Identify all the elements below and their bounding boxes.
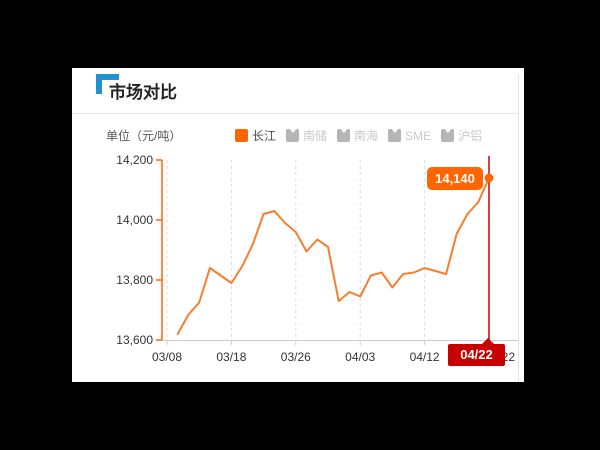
- price-line-chart: 14,200 14,000 13,800 13,600 03/08 03/18 03/26 0…: [116, 153, 518, 364]
- legend-disabled-swatch-icon: [441, 128, 455, 142]
- legend-disabled-swatch-icon: [286, 128, 300, 142]
- panel-title: 市场对比: [109, 83, 177, 102]
- legend-disabled-swatch-icon: [337, 128, 351, 142]
- x-tick-label: 03/08: [152, 350, 182, 364]
- market-compare-panel: 市场对比 单位（元/吨） 长江 南储 南海 SME 沪铝 14,200 14,000 13,…: [72, 68, 524, 382]
- title-corner-bracket-icon: [96, 74, 119, 94]
- legend-item-hulv[interactable]: 沪铝: [441, 127, 482, 144]
- price-line-series: [176, 177, 490, 335]
- y-tick-label: 13,800: [116, 273, 153, 287]
- x-tick-label: 04/03: [345, 350, 375, 364]
- x-tick-label: 04/12: [410, 350, 440, 364]
- legend-label: 南海: [354, 129, 379, 143]
- chart-legend: 长江 南储 南海 SME 沪铝: [235, 127, 482, 144]
- legend-label: 南储: [303, 129, 328, 143]
- unit-label: 单位（元/吨）: [106, 129, 182, 143]
- legend-item-nanchu[interactable]: 南储: [286, 127, 327, 144]
- legend-item-changjiang[interactable]: 长江: [235, 127, 276, 144]
- current-date-badge: 04/22: [448, 338, 505, 366]
- legend-active-swatch-icon: [235, 129, 248, 142]
- legend-label: 沪铝: [458, 129, 483, 143]
- legend-disabled-swatch-icon: [388, 128, 402, 142]
- legend-label: SME: [405, 128, 432, 143]
- panel-right-border: [518, 74, 519, 382]
- y-tick-label: 14,200: [116, 153, 153, 167]
- title-divider: [72, 113, 518, 114]
- x-tick-label: 03/26: [281, 350, 311, 364]
- last-point-dot: [484, 173, 494, 183]
- last-value-tooltip: 14,140: [427, 167, 483, 190]
- legend-label: 长江: [252, 129, 277, 143]
- y-tick-label: 13,600: [116, 333, 153, 347]
- legend-item-nanhai[interactable]: 南海: [337, 127, 378, 144]
- x-tick-label: 03/18: [216, 350, 246, 364]
- y-tick-label: 14,000: [116, 213, 153, 227]
- legend-item-sme[interactable]: SME: [388, 128, 432, 143]
